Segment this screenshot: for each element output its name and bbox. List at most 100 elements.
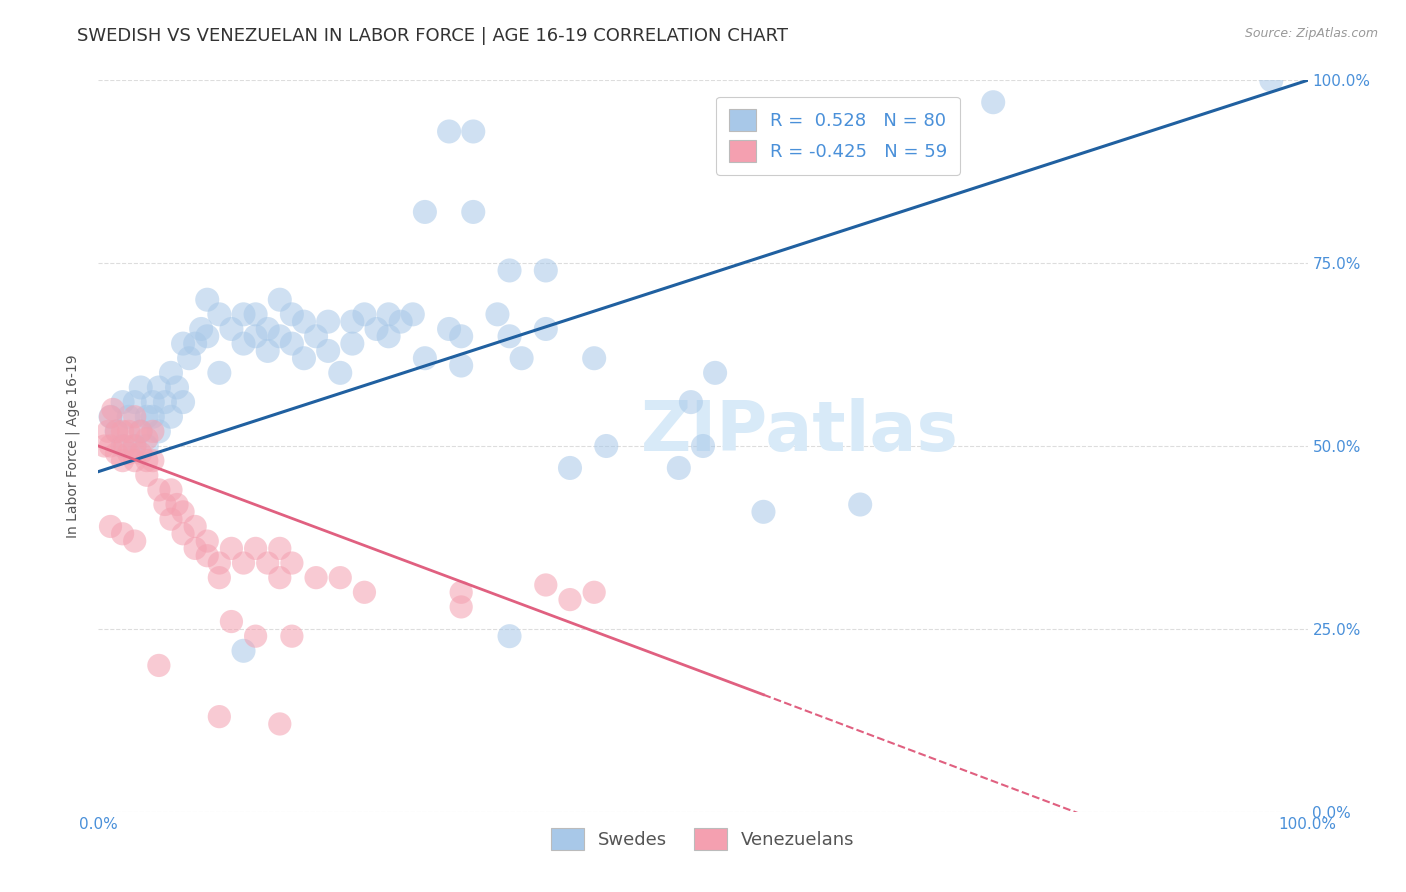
Point	[100, 439, 122, 453]
Point	[413, 351, 436, 366]
Point	[135, 432, 157, 446]
Point	[437, 322, 460, 336]
Point	[148, 483, 170, 497]
Point	[118, 425, 141, 439]
Point	[921, 132, 943, 146]
Point	[269, 293, 291, 307]
Point	[486, 307, 509, 321]
Point	[129, 425, 152, 439]
Point	[111, 395, 134, 409]
Point	[389, 315, 412, 329]
Point	[124, 409, 146, 424]
Y-axis label: In Labor Force | Age 16-19: In Labor Force | Age 16-19	[65, 354, 80, 538]
Point	[166, 498, 188, 512]
Point	[353, 307, 375, 321]
Point	[463, 205, 485, 219]
Point	[160, 512, 183, 526]
Point	[366, 322, 388, 336]
Point	[172, 395, 194, 409]
Point	[353, 585, 375, 599]
Point	[1260, 73, 1282, 87]
Point	[135, 453, 157, 467]
Point	[142, 453, 165, 467]
Point	[437, 124, 460, 138]
Point	[221, 615, 243, 629]
Point	[184, 336, 207, 351]
Point	[245, 541, 267, 556]
Point	[208, 709, 231, 723]
Point	[105, 446, 128, 460]
Point	[172, 505, 194, 519]
Point	[256, 322, 278, 336]
Point	[413, 205, 436, 219]
Point	[342, 315, 364, 329]
Point	[100, 409, 122, 424]
Point	[160, 366, 183, 380]
Point	[595, 439, 617, 453]
Point	[129, 446, 152, 460]
Point	[583, 351, 606, 366]
Point	[100, 409, 122, 424]
Point	[232, 336, 254, 351]
Point	[342, 336, 364, 351]
Point	[135, 468, 157, 483]
Point	[195, 329, 218, 343]
Point	[281, 336, 304, 351]
Point	[166, 380, 188, 394]
Point	[981, 95, 1004, 110]
Text: Source: ZipAtlas.com: Source: ZipAtlas.com	[1244, 27, 1378, 40]
Point	[232, 307, 254, 321]
Point	[269, 717, 291, 731]
Point	[93, 439, 115, 453]
Point	[316, 343, 339, 358]
Point	[208, 366, 231, 380]
Point	[558, 592, 581, 607]
Point	[179, 351, 201, 366]
Point	[208, 307, 231, 321]
Point	[450, 329, 472, 343]
Point	[292, 351, 315, 366]
Point	[142, 425, 165, 439]
Point	[510, 351, 533, 366]
Point	[111, 425, 134, 439]
Point	[124, 439, 146, 453]
Point	[498, 263, 520, 277]
Point	[450, 599, 472, 614]
Point	[129, 425, 152, 439]
Point	[269, 329, 291, 343]
Point	[498, 329, 520, 343]
Point	[160, 483, 183, 497]
Point	[534, 322, 557, 336]
Point	[849, 498, 872, 512]
Point	[450, 359, 472, 373]
Point	[172, 526, 194, 541]
Point	[135, 409, 157, 424]
Point	[100, 519, 122, 533]
Point	[184, 541, 207, 556]
Point	[245, 329, 267, 343]
Point	[463, 124, 485, 138]
Point	[558, 461, 581, 475]
Point	[256, 556, 278, 570]
Point	[232, 644, 254, 658]
Point	[221, 322, 243, 336]
Point	[124, 534, 146, 549]
Point	[281, 307, 304, 321]
Point	[124, 453, 146, 467]
Point	[190, 322, 212, 336]
Point	[752, 505, 775, 519]
Point	[118, 446, 141, 460]
Point	[704, 366, 727, 380]
Point	[305, 329, 328, 343]
Point	[172, 336, 194, 351]
Point	[195, 293, 218, 307]
Point	[135, 439, 157, 453]
Point	[114, 439, 136, 453]
Point	[129, 380, 152, 394]
Point	[534, 578, 557, 592]
Point	[153, 498, 176, 512]
Text: SWEDISH VS VENEZUELAN IN LABOR FORCE | AGE 16-19 CORRELATION CHART: SWEDISH VS VENEZUELAN IN LABOR FORCE | A…	[77, 27, 789, 45]
Point	[142, 395, 165, 409]
Point	[97, 425, 120, 439]
Point	[245, 307, 267, 321]
